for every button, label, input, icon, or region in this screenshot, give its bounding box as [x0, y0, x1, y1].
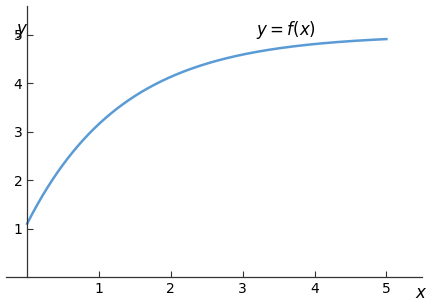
Text: y: y — [16, 20, 26, 38]
Text: $y = f(x)$: $y = f(x)$ — [256, 19, 316, 41]
Text: x: x — [415, 284, 425, 302]
